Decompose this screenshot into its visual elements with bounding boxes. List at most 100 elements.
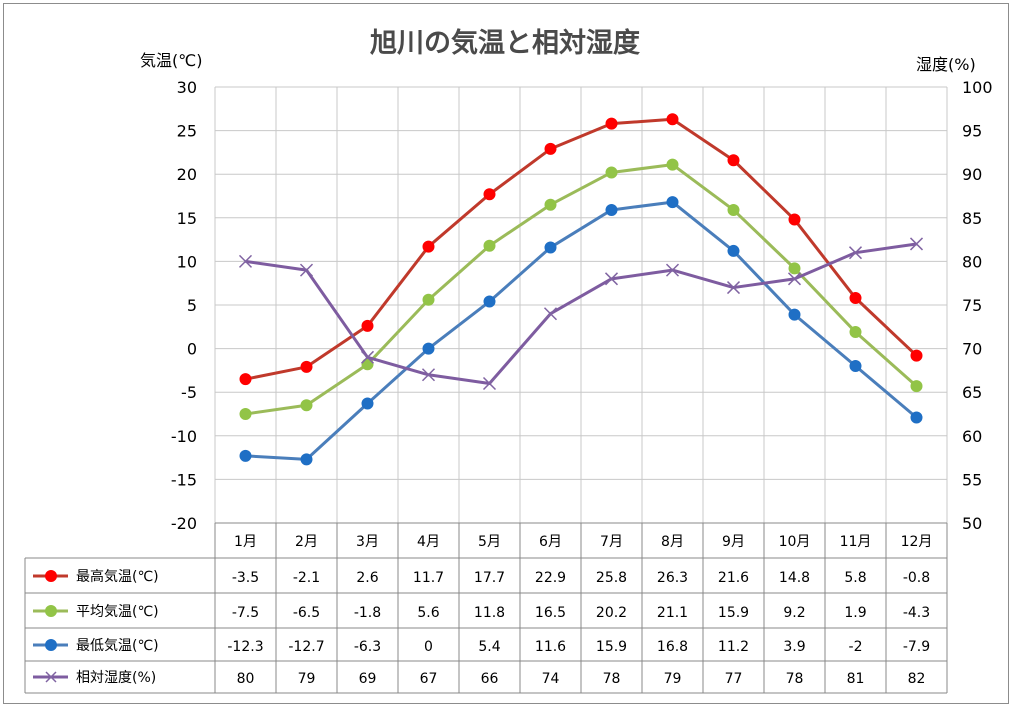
data-table-cell: 74 <box>542 671 560 687</box>
left-tick-label: -15 <box>171 470 197 489</box>
left-tick-label: -20 <box>171 514 197 533</box>
data-table-cell: -7.5 <box>232 605 259 621</box>
data-point <box>299 263 314 277</box>
data-point <box>666 158 679 171</box>
right-tick-label: 80 <box>962 252 982 271</box>
data-table-cell: 22.9 <box>535 570 566 586</box>
data-table-cell: 82 <box>908 671 926 687</box>
category-label: 2月 <box>295 534 318 550</box>
data-table-cell: 78 <box>786 671 804 687</box>
data-point <box>360 350 375 364</box>
right-tick-label: 65 <box>962 383 982 402</box>
legend-key-marker <box>45 671 57 683</box>
data-point <box>605 203 618 216</box>
data-table-cell: 21.1 <box>657 605 688 621</box>
right-tick-label: 85 <box>962 209 982 228</box>
data-point <box>422 293 435 306</box>
data-table-cell: 25.8 <box>596 570 627 586</box>
right-tick-label: 90 <box>962 165 982 184</box>
category-label: 7月 <box>600 534 623 550</box>
data-table-cell: 21.6 <box>718 570 749 586</box>
data-table-cell: 67 <box>420 671 438 687</box>
data-table-cell: -12.7 <box>288 639 324 655</box>
data-table-cell: 78 <box>603 671 621 687</box>
data-point <box>666 113 679 126</box>
data-point <box>422 342 435 355</box>
data-table-cell: 14.8 <box>779 570 810 586</box>
legend-entry: 相対湿度(%) <box>76 670 156 686</box>
series-line <box>245 117 918 381</box>
data-point <box>727 244 740 257</box>
legend-entry: 最低気温(℃) <box>76 638 159 654</box>
legend-entry: 平均気温(℃) <box>76 604 159 620</box>
data-table-cell: 11.8 <box>474 605 505 621</box>
left-tick-label: 20 <box>177 165 197 184</box>
data-table-cell: 79 <box>664 671 682 687</box>
right-tick-label: 70 <box>962 340 982 359</box>
right-tick-label: 60 <box>962 427 982 446</box>
right-tick-label: 55 <box>962 470 982 489</box>
data-table-cell: -6.3 <box>354 639 381 655</box>
category-label: 11月 <box>840 534 872 550</box>
data-point <box>605 166 618 179</box>
data-point <box>726 281 741 295</box>
data-table-cell: -3.5 <box>232 570 259 586</box>
right-tick-label: 95 <box>962 122 982 141</box>
data-table-cell: 26.3 <box>657 570 688 586</box>
category-label: 6月 <box>539 534 562 550</box>
left-tick-label: 25 <box>177 122 197 141</box>
data-table-cell: 5.4 <box>478 639 500 655</box>
data-table-cell: -12.3 <box>227 639 263 655</box>
data-point <box>788 308 801 321</box>
data-point <box>849 326 862 339</box>
series-line <box>245 242 917 385</box>
plot-area <box>238 113 924 466</box>
data-table-cell: 15.9 <box>718 605 749 621</box>
data-table-cell: -4.3 <box>903 605 930 621</box>
right-tick-label: 75 <box>962 296 982 315</box>
data-point <box>787 272 802 286</box>
data-point <box>544 241 557 254</box>
data-table-cell: 16.8 <box>657 639 688 655</box>
data-point <box>910 411 923 424</box>
legend-key-marker <box>45 639 57 651</box>
right-axis-title: 湿度(%) <box>916 55 976 74</box>
left-tick-label: 30 <box>177 78 197 97</box>
legend-entry: 最高気温(℃) <box>76 568 159 585</box>
data-table-cell: -6.5 <box>293 605 320 621</box>
data-point <box>239 408 252 420</box>
data-point <box>239 449 252 462</box>
legend-key-marker <box>45 605 57 617</box>
data-point <box>239 373 252 386</box>
data-table-cell: -2 <box>849 639 863 655</box>
data-table-cell: 3.9 <box>783 639 805 655</box>
category-label: 10月 <box>779 534 811 550</box>
chart-title: 旭川の気温と相対湿度 <box>370 27 640 59</box>
data-table-cell: 66 <box>481 671 499 687</box>
data-table-cell: 20.2 <box>596 605 627 621</box>
data-table-cell: -7.9 <box>903 639 930 655</box>
data-table-cell: 5.6 <box>417 605 439 621</box>
left-tick-label: -10 <box>171 427 197 446</box>
category-label: 8月 <box>661 534 684 550</box>
data-point <box>909 237 924 251</box>
category-label: 5月 <box>478 534 501 550</box>
data-table-cell: 11.2 <box>718 639 749 655</box>
data-table-cell: 77 <box>725 671 743 687</box>
data-point <box>483 295 496 308</box>
data-table-cell: 79 <box>298 671 316 687</box>
left-tick-label: 15 <box>177 209 197 228</box>
data-table-cell: 17.7 <box>474 570 505 586</box>
legend-key-marker <box>45 570 57 582</box>
data-point <box>300 399 313 412</box>
data-table-cell: 15.9 <box>596 639 627 655</box>
category-label: 1月 <box>234 534 257 550</box>
data-table-cell: 16.5 <box>535 605 566 621</box>
series-line <box>245 200 918 461</box>
data-point <box>910 380 923 393</box>
left-tick-label: -5 <box>181 383 197 402</box>
data-point <box>482 376 497 391</box>
category-label: 12月 <box>901 534 933 550</box>
right-tick-label: 100 <box>962 78 993 97</box>
